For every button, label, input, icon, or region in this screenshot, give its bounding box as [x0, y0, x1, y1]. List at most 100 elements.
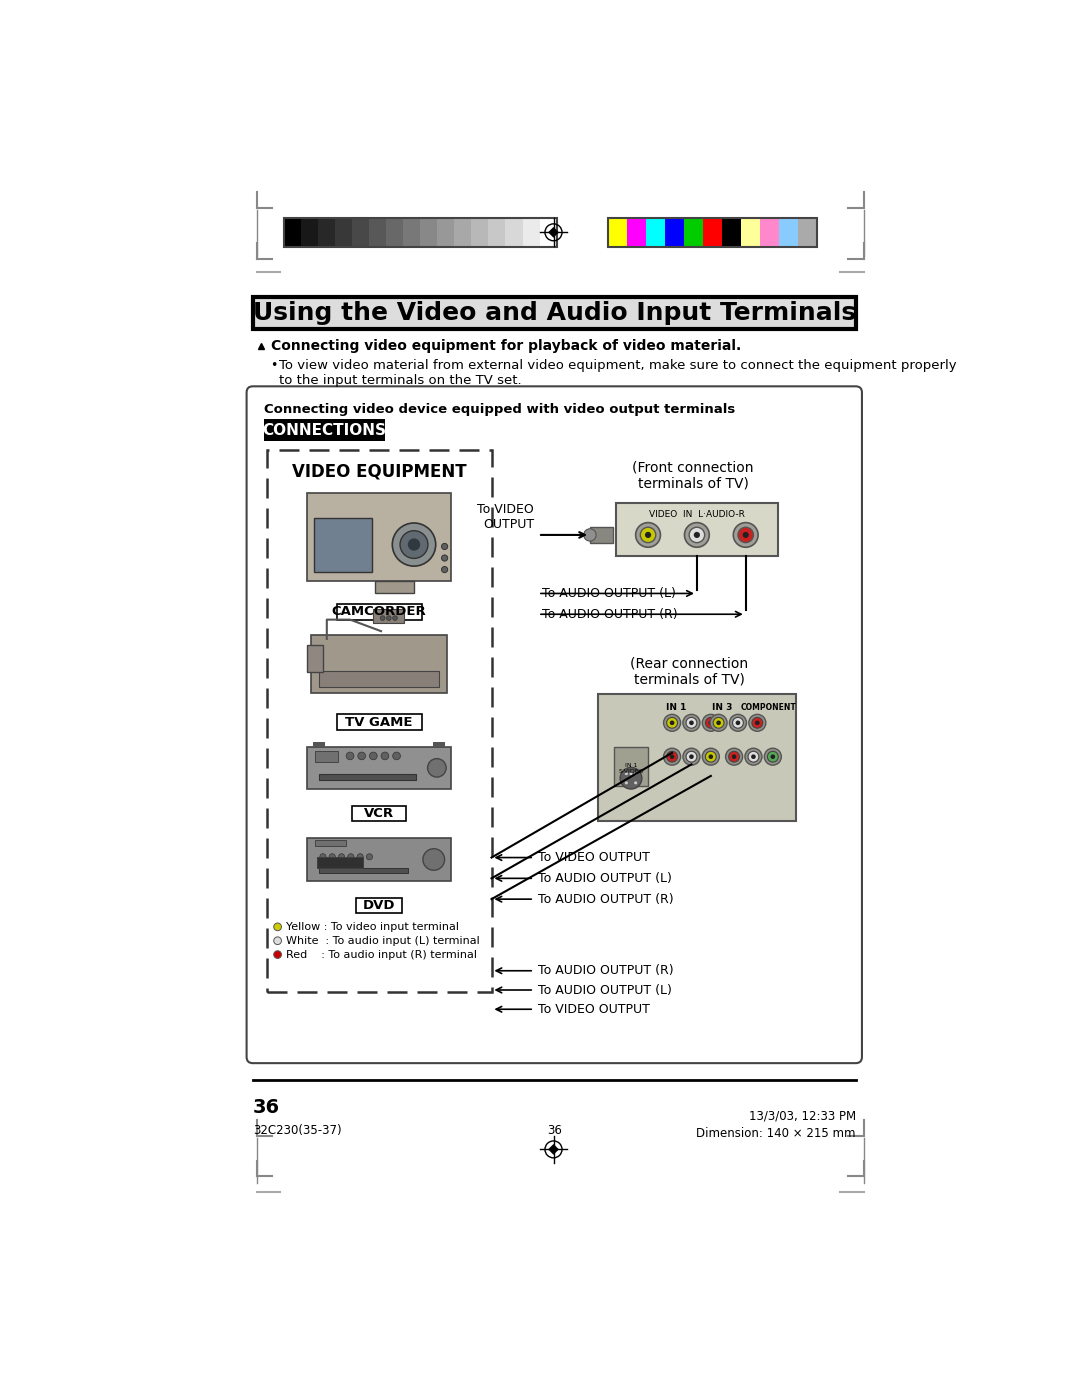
Circle shape	[765, 749, 781, 766]
Bar	[318, 218, 335, 247]
Circle shape	[666, 752, 677, 763]
Bar	[471, 218, 488, 247]
Circle shape	[442, 543, 448, 549]
Circle shape	[663, 714, 680, 731]
Bar	[308, 644, 323, 672]
Bar	[488, 218, 505, 247]
Circle shape	[710, 714, 727, 731]
Circle shape	[640, 527, 656, 542]
Bar	[437, 218, 455, 247]
Text: To AUDIO OUTPUT (R): To AUDIO OUTPUT (R)	[542, 608, 677, 620]
Text: CONNECTIONS: CONNECTIONS	[262, 423, 387, 437]
Bar	[301, 218, 318, 247]
Circle shape	[729, 714, 746, 731]
Text: Using the Video and Audio Input Terminals: Using the Video and Audio Input Terminal…	[253, 302, 855, 326]
Bar	[505, 218, 523, 247]
Circle shape	[748, 714, 766, 731]
Circle shape	[442, 567, 448, 573]
Text: IN 1: IN 1	[665, 703, 686, 712]
Bar	[352, 218, 369, 247]
Text: To AUDIO OUTPUT (L): To AUDIO OUTPUT (L)	[538, 872, 672, 884]
Text: Connecting video equipment for playback of video material.: Connecting video equipment for playback …	[271, 339, 742, 353]
Text: Red    : To audio input (R) terminal: Red : To audio input (R) terminal	[286, 950, 477, 960]
Circle shape	[320, 854, 326, 861]
Bar	[308, 838, 450, 880]
Text: 32C230(35-37): 32C230(35-37)	[253, 1123, 341, 1137]
Bar	[375, 581, 414, 592]
Bar	[703, 218, 721, 247]
Bar	[608, 218, 816, 247]
Text: To view video material from external video equipment, make sure to connect the e: To view video material from external vid…	[279, 359, 957, 372]
Bar	[313, 518, 372, 571]
Bar	[613, 747, 648, 787]
Bar	[265, 419, 384, 441]
Circle shape	[670, 754, 674, 759]
Bar	[646, 218, 665, 247]
Circle shape	[705, 718, 716, 728]
Circle shape	[768, 752, 779, 763]
Circle shape	[381, 752, 389, 760]
Text: To AUDIO OUTPUT (R): To AUDIO OUTPUT (R)	[538, 893, 674, 905]
Circle shape	[705, 752, 716, 763]
Text: Dimension: 140 × 215 mm: Dimension: 140 × 215 mm	[697, 1127, 855, 1140]
Circle shape	[392, 522, 435, 566]
Circle shape	[686, 752, 697, 763]
Bar	[311, 636, 447, 693]
Circle shape	[738, 527, 754, 542]
Bar	[626, 218, 646, 247]
Circle shape	[708, 721, 713, 725]
Circle shape	[329, 854, 335, 861]
Circle shape	[689, 754, 693, 759]
Circle shape	[666, 718, 677, 728]
Bar	[356, 898, 403, 914]
Bar	[684, 218, 703, 247]
Bar	[455, 218, 471, 247]
Circle shape	[636, 522, 661, 548]
Circle shape	[620, 767, 642, 789]
Circle shape	[380, 616, 384, 620]
Bar	[316, 856, 363, 868]
Circle shape	[685, 522, 710, 548]
Bar	[335, 218, 352, 247]
Text: COMPONENT: COMPONENT	[741, 703, 797, 712]
Text: to the input terminals on the TV set.: to the input terminals on the TV set.	[279, 374, 522, 387]
Bar	[337, 714, 422, 729]
Circle shape	[726, 749, 743, 766]
Circle shape	[689, 527, 704, 542]
Circle shape	[393, 752, 401, 760]
Circle shape	[686, 718, 697, 728]
Text: 36: 36	[546, 1123, 562, 1137]
Circle shape	[369, 752, 377, 760]
Bar	[308, 746, 450, 789]
Bar	[590, 527, 613, 542]
Circle shape	[625, 781, 627, 784]
Bar	[315, 840, 347, 847]
Circle shape	[625, 773, 627, 775]
Circle shape	[393, 616, 397, 620]
Polygon shape	[548, 1144, 559, 1155]
Circle shape	[357, 854, 363, 861]
Bar	[798, 218, 816, 247]
Bar	[523, 218, 540, 247]
Circle shape	[357, 752, 365, 760]
Text: DVD: DVD	[363, 898, 395, 912]
Text: To VIDEO
OUTPUT: To VIDEO OUTPUT	[477, 503, 535, 531]
Circle shape	[348, 854, 354, 861]
Bar	[315, 750, 338, 763]
Circle shape	[366, 854, 373, 861]
Bar	[741, 218, 760, 247]
Text: •: •	[270, 359, 278, 372]
Bar	[433, 742, 445, 746]
Circle shape	[408, 538, 420, 550]
Circle shape	[645, 532, 651, 538]
Text: CAMCORDER: CAMCORDER	[332, 605, 427, 619]
Circle shape	[387, 616, 391, 620]
Text: 13/3/03, 12:33 PM: 13/3/03, 12:33 PM	[748, 1109, 855, 1123]
Bar	[403, 218, 420, 247]
Circle shape	[428, 759, 446, 777]
Circle shape	[732, 718, 743, 728]
Circle shape	[347, 752, 354, 760]
Circle shape	[683, 714, 700, 731]
Circle shape	[752, 718, 762, 728]
Bar	[721, 218, 741, 247]
